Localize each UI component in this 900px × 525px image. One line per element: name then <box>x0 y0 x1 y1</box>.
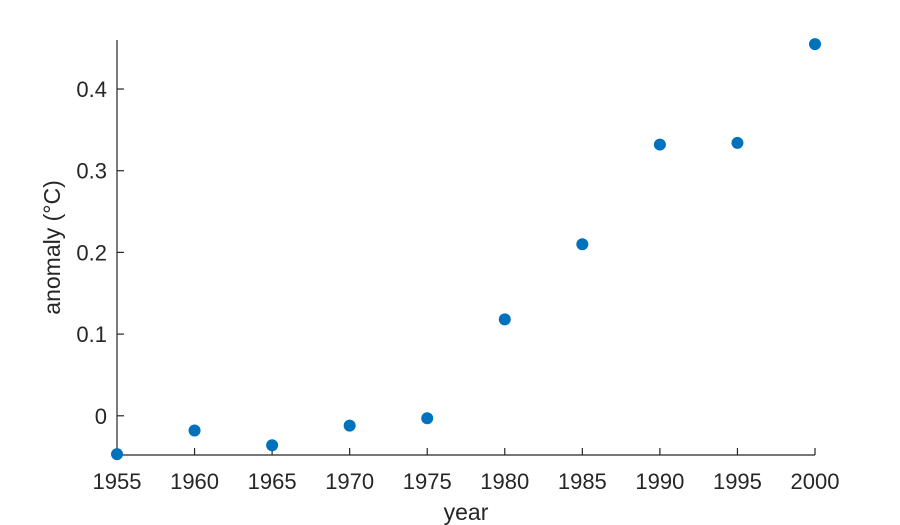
data-point <box>266 439 279 452</box>
x-tick-label: 1955 <box>93 469 142 494</box>
data-point <box>188 424 201 437</box>
data-point <box>111 448 123 461</box>
data-point <box>421 412 434 425</box>
data-point <box>809 38 821 51</box>
y-tick-label: 0.3 <box>76 159 107 184</box>
data-point <box>653 138 666 151</box>
data-point <box>731 136 744 149</box>
x-tick-label: 2000 <box>791 469 840 494</box>
x-tick-label: 1995 <box>713 469 762 494</box>
y-tick-label: 0.4 <box>76 77 107 102</box>
x-axis-ticks: 1955 1960 1965 1970 1975 1980 1985 1990 1995 2000 <box>93 448 840 494</box>
data-point <box>343 419 356 432</box>
y-tick-label: 0 <box>95 404 107 429</box>
x-tick-label: 1965 <box>248 469 297 494</box>
x-tick-label: 1960 <box>170 469 219 494</box>
x-tick-label: 1970 <box>325 469 374 494</box>
data-point <box>498 313 511 326</box>
y-axis-ticks: 0 0.1 0.2 0.3 0.4 <box>76 77 124 429</box>
x-tick-label: 1990 <box>635 469 684 494</box>
axes <box>116 40 815 456</box>
x-axis-label: year <box>444 499 489 525</box>
x-tick-label: 1985 <box>558 469 607 494</box>
x-tick-label: 1975 <box>403 469 452 494</box>
y-tick-label: 0.1 <box>76 322 107 347</box>
data-point <box>576 238 589 251</box>
x-tick-label: 1980 <box>480 469 529 494</box>
data-points <box>111 38 821 461</box>
y-axis-label: anomaly (°C) <box>39 180 65 314</box>
y-tick-label: 0.2 <box>76 240 107 265</box>
